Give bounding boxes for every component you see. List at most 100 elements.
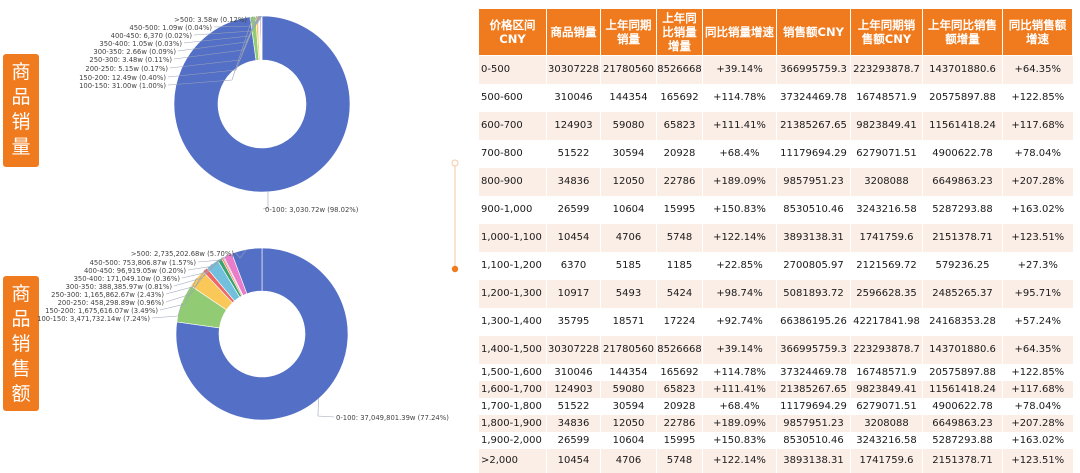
table-row: 1,800-1,900 34836 12050 22786 +189.09% 985795… bbox=[478, 414, 1073, 432]
table-cell: +117.68% bbox=[1002, 111, 1073, 140]
table-cell: 1,900-2,000 bbox=[478, 431, 547, 449]
price-range-sales-table: 价格区间CNY 商品销量 上年同期销量 上年同比销量增量 同比销量增速 销售额CNY 上年同… bbox=[478, 8, 1073, 473]
table-row: >2,000 10454 4706 5748 +122.14% 3893138.31 174… bbox=[478, 448, 1073, 473]
table-cell: 4900622.78 bbox=[922, 397, 1003, 415]
pie-slice-label-200-250: 200-250: 458,298.89w (0.96%) bbox=[58, 299, 165, 307]
pie-slice-label-450-500: 450-500: 753,806.87w (1.57%) bbox=[90, 259, 197, 267]
pie-leader-line-450-500 bbox=[197, 254, 229, 263]
table-cell: 8526668 bbox=[656, 55, 703, 84]
table-cell: 30594 bbox=[600, 397, 657, 415]
timeline-dot-bottom bbox=[451, 265, 459, 273]
pie-leader-line-400-450 bbox=[193, 15, 261, 36]
pie-slice-label-450-500: 450-500: 1.09w (0.04%) bbox=[129, 24, 212, 32]
table-cell: +64.35% bbox=[1002, 335, 1073, 364]
pie-slice-label-350-400: 350-400: 1.05w (0.03%) bbox=[99, 40, 182, 48]
table-cell: +163.02% bbox=[1002, 195, 1073, 224]
table-cell: 8526668 bbox=[656, 335, 703, 364]
table-cell: +78.04% bbox=[1002, 139, 1073, 168]
pie-slice-label-250-300: 250-300: 1,165,862.67w (2.43%) bbox=[51, 291, 164, 299]
table-header-cell: 价格区间CNY bbox=[478, 8, 547, 56]
table-cell: +64.35% bbox=[1002, 55, 1073, 84]
table-cell: 15995 bbox=[656, 195, 703, 224]
table-cell: 366995759.3 bbox=[776, 335, 851, 364]
table-header-cell: 上年同期销售额CNY bbox=[850, 8, 923, 56]
pie-slice-label-200-250: 200-250: 5.15w (0.17%) bbox=[85, 65, 168, 73]
table-cell: 59080 bbox=[600, 380, 657, 398]
table-row: 1,300-1,400 35795 18571 17224 +92.74% 6638619… bbox=[478, 307, 1073, 336]
table-header-cell: 上年同比销量增量 bbox=[656, 8, 703, 56]
table-cell: 1,300-1,400 bbox=[478, 307, 547, 336]
table-cell: 5493 bbox=[600, 279, 657, 308]
pie-slice-label-100-150: 100-150: 31.00w (1.00%) bbox=[79, 82, 166, 90]
table-cell: +122.85% bbox=[1002, 363, 1073, 381]
table-cell: +117.68% bbox=[1002, 380, 1073, 398]
pie-slice-label->500: >500: 3.58w (0.12%) bbox=[174, 16, 247, 24]
pie-slice-label-300-350: 300-350: 388,385.97w (0.81%) bbox=[66, 283, 173, 291]
table-cell: +150.83% bbox=[702, 431, 777, 449]
table-cell: 6649863.23 bbox=[922, 167, 1003, 196]
table-cell: 18571 bbox=[600, 307, 657, 336]
pie-slice-label-150-200: 150-200: 1,675,616.07w (3.49%) bbox=[45, 307, 158, 315]
table-cell: 51522 bbox=[546, 139, 601, 168]
table-cell: +150.83% bbox=[702, 195, 777, 224]
table-cell: 143701880.6 bbox=[922, 55, 1003, 84]
table-cell: 143701880.6 bbox=[922, 335, 1003, 364]
table-row: 700-800 51522 30594 20928 +68.4% 11179694.29 6… bbox=[478, 139, 1073, 168]
table-cell: +68.4% bbox=[702, 139, 777, 168]
table-cell: +98.74% bbox=[702, 279, 777, 308]
table-cell: 2700805.97 bbox=[776, 251, 851, 280]
table-cell: 42217841.98 bbox=[850, 307, 923, 336]
table-cell: +207.28% bbox=[1002, 414, 1073, 432]
table-cell: 35795 bbox=[546, 307, 601, 336]
table-cell: 1,700-1,800 bbox=[478, 397, 547, 415]
table-cell: 3208088 bbox=[850, 414, 923, 432]
table-row: 1,400-1,500 30307228 21780560 8526668 +39.14… bbox=[478, 335, 1073, 364]
sales-amount-label: 商 品 销 售 额 bbox=[3, 276, 39, 411]
table-cell: 1,400-1,500 bbox=[478, 335, 547, 364]
table-cell: 10454 bbox=[546, 223, 601, 252]
table-cell: 579236.25 bbox=[922, 251, 1003, 280]
table-cell: 37324469.78 bbox=[776, 363, 851, 381]
table-cell: 1741759.6 bbox=[850, 448, 923, 473]
table-cell: 5287293.88 bbox=[922, 431, 1003, 449]
table-cell: 8530510.46 bbox=[776, 431, 851, 449]
pie-slice-label-350-400: 350-400: 171,049.10w (0.36%) bbox=[74, 275, 181, 283]
table-cell: >2,000 bbox=[478, 448, 547, 473]
table-cell: 21385267.65 bbox=[776, 111, 851, 140]
table-cell: 11561418.24 bbox=[922, 111, 1003, 140]
table-cell: 21780560 bbox=[600, 335, 657, 364]
table-cell: 5748 bbox=[656, 448, 703, 473]
table-cell: 124903 bbox=[546, 111, 601, 140]
table-cell: 24168353.28 bbox=[922, 307, 1003, 336]
timeline-dot-top bbox=[451, 159, 459, 167]
table-cell: 800-900 bbox=[478, 167, 547, 196]
table-cell: 20575897.88 bbox=[922, 363, 1003, 381]
table-cell: 15995 bbox=[656, 431, 703, 449]
table-cell: 2485265.37 bbox=[922, 279, 1003, 308]
table-cell: 9823849.41 bbox=[850, 380, 923, 398]
pie-slice-label-0-100: 0-100: 3,030.72w (98.02%) bbox=[265, 206, 359, 214]
table-cell: 6649863.23 bbox=[922, 414, 1003, 432]
table-cell: +27.3% bbox=[1002, 251, 1073, 280]
table-cell: 600-700 bbox=[478, 111, 547, 140]
pie-leader-line->500 bbox=[235, 249, 247, 259]
table-cell: 2121569.72 bbox=[850, 251, 923, 280]
table-cell: 3243216.58 bbox=[850, 195, 923, 224]
table-cell: +189.09% bbox=[702, 167, 777, 196]
pie-leader-line-0-100 bbox=[262, 191, 269, 210]
table-cell: +95.71% bbox=[1002, 279, 1073, 308]
table-cell: 37324469.78 bbox=[776, 83, 851, 112]
table-row: 1,900-2,000 26599 10604 15995 +150.83% 853051… bbox=[478, 431, 1073, 449]
table-row: 900-1,000 26599 10604 15995 +150.83% 8530510.… bbox=[478, 195, 1073, 224]
table-cell: 9857951.23 bbox=[776, 414, 851, 432]
table-cell: 6279071.51 bbox=[850, 397, 923, 415]
table-cell: +114.78% bbox=[702, 363, 777, 381]
table-cell: 30594 bbox=[600, 139, 657, 168]
table-cell: 5748 bbox=[656, 223, 703, 252]
table-row: 800-900 34836 12050 22786 +189.09% 9857951.23… bbox=[478, 167, 1073, 196]
pie-slice-label-300-350: 300-350: 2.66w (0.09%) bbox=[93, 48, 176, 56]
table-cell: 366995759.3 bbox=[776, 55, 851, 84]
table-cell: 17224 bbox=[656, 307, 703, 336]
table-cell: 51522 bbox=[546, 397, 601, 415]
table-cell: 22786 bbox=[656, 167, 703, 196]
